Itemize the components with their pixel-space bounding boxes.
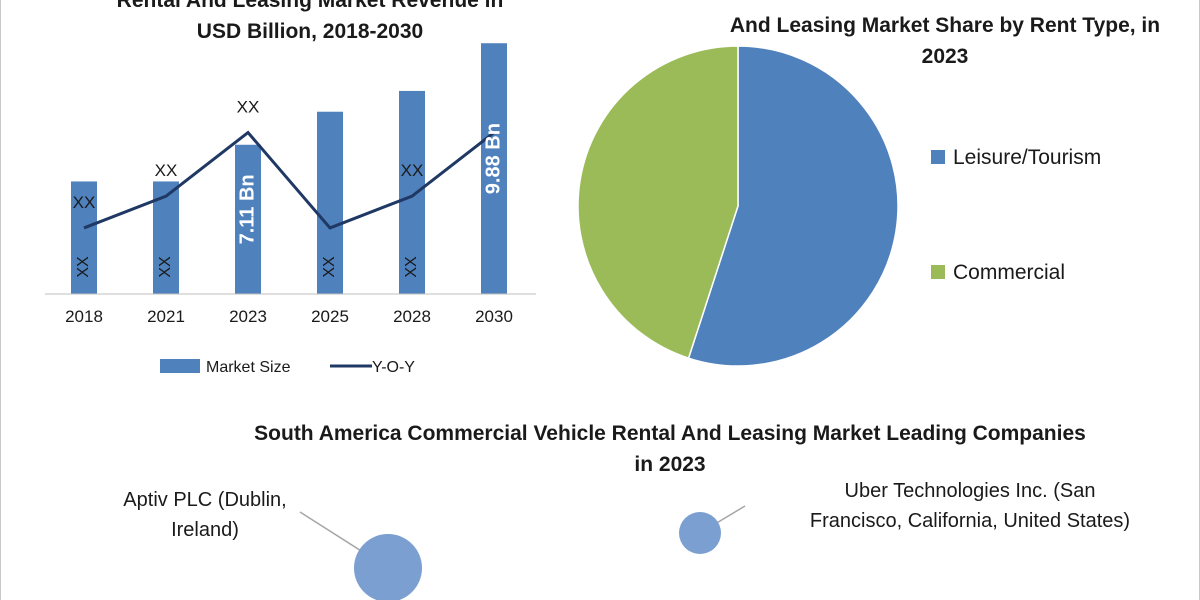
x-tick-2023: 2023 bbox=[229, 307, 267, 326]
bar-value-label-2023: 7.11 Bn bbox=[236, 174, 258, 244]
bar-value-label-2030: 9.88 Bn bbox=[482, 123, 504, 194]
bar-value-label-2018: XX bbox=[75, 256, 92, 278]
aptiv-caption: Aptiv PLC (Dublin, Ireland) bbox=[90, 485, 320, 545]
market-revenue-chart: XX XX 7.11 Bn XX XX 9.88 Bn XX XX XX XX 2018 2021 2… bbox=[45, 43, 536, 376]
aptiv-bubble bbox=[354, 534, 422, 600]
yoy-line bbox=[83, 130, 495, 230]
bar-value-label-2021: XX bbox=[157, 256, 174, 278]
uber-caption-line-2: Francisco, California, United States) bbox=[809, 510, 1131, 532]
aptiv-caption-line-2: Ireland) bbox=[171, 519, 239, 541]
bar-chart-title-line-2: USD Billion, 2018-2030 bbox=[196, 20, 424, 43]
bar-2028 bbox=[399, 90, 425, 294]
legend-market-size-label: Market Size bbox=[206, 359, 291, 376]
legend-market-size-swatch bbox=[160, 359, 200, 373]
x-tick-2028: 2028 bbox=[393, 307, 431, 326]
bar-2025 bbox=[317, 111, 343, 295]
pie-legend-swatch-1 bbox=[931, 265, 945, 279]
companies-title-line-1: South America Commercial Vehicle Rental … bbox=[254, 422, 1086, 445]
yoy-point-label-2018: XX bbox=[73, 193, 96, 212]
x-tick-2025: 2025 bbox=[311, 307, 349, 326]
bar-2030 bbox=[481, 43, 507, 295]
uber-caption-line-1: Uber Technologies Inc. (San bbox=[844, 480, 1096, 502]
bar-2018 bbox=[71, 181, 97, 294]
pie-chart-title: And Leasing Market Share by Rent Type, i… bbox=[690, 10, 1200, 72]
bar-2023 bbox=[235, 144, 261, 294]
bar-value-label-2025: XX bbox=[321, 256, 338, 278]
bar-chart-title: Rental And Leasing Market Revenue in USD… bbox=[70, 0, 550, 47]
pie-legend-label-1: Commercial bbox=[953, 261, 1065, 284]
legend-yoy-label: Y-O-Y bbox=[372, 359, 415, 376]
aptiv-caption-line-1: Aptiv PLC (Dublin, bbox=[123, 489, 287, 511]
pie-chart-title-line-1: And Leasing Market Share by Rent Type, i… bbox=[729, 14, 1161, 37]
pie-legend-swatch-0 bbox=[931, 150, 945, 164]
x-tick-2018: 2018 bbox=[65, 307, 103, 326]
companies-title: South America Commercial Vehicle Rental … bbox=[200, 418, 1140, 480]
companies-title-line-2: in 2023 bbox=[634, 453, 706, 476]
pie-slice-leisure-tourism bbox=[687, 45, 899, 367]
pie-legend-label-0: Leisure/Tourism bbox=[953, 146, 1101, 169]
bar-chart-title-line-1: Rental And Leasing Market Revenue in bbox=[116, 0, 504, 12]
uber-caption: Uber Technologies Inc. (San Francisco, C… bbox=[770, 476, 1170, 536]
yoy-point-label-2021: XX bbox=[155, 161, 178, 180]
yoy-point-label-2028: XX bbox=[401, 161, 424, 180]
rent-type-share-chart: Leisure/Tourism Commercial bbox=[577, 45, 1101, 367]
pie-chart-title-line-2: 2023 bbox=[921, 45, 969, 68]
uber-bubble bbox=[679, 512, 721, 554]
x-tick-2030: 2030 bbox=[475, 307, 513, 326]
frame-left-border bbox=[0, 0, 1, 600]
x-tick-2021: 2021 bbox=[147, 307, 185, 326]
bar-value-label-2028: XX bbox=[403, 256, 420, 278]
yoy-point-label-2023: XX bbox=[237, 98, 260, 117]
pie-slice-commercial bbox=[577, 45, 739, 360]
